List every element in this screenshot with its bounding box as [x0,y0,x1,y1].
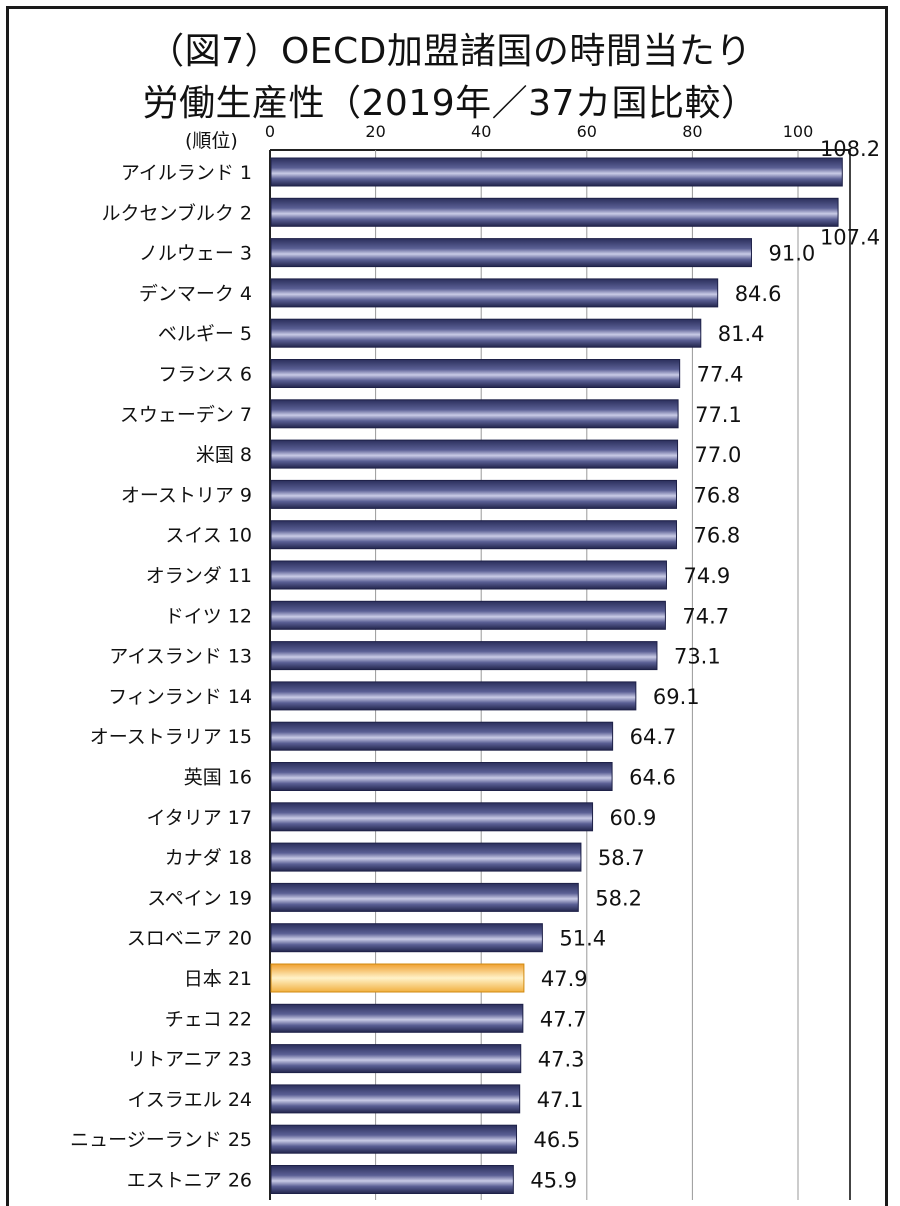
category-label: イタリア 17 [147,807,252,829]
category-label: ドイツ 12 [165,605,252,627]
category-label: アイスランド 13 [109,646,252,668]
category-label: カナダ 18 [165,847,252,869]
value-label: 58.7 [598,846,645,870]
bar [270,1165,514,1194]
category-label: ノルウェー 3 [139,243,252,265]
category-label: エストニア 26 [127,1170,252,1192]
bar [270,197,839,227]
category-label: イスラエル 24 [127,1089,252,1111]
category-label: デンマーク 4 [139,283,252,305]
value-label: 91.0 [768,242,815,266]
category-label: スペイン 19 [147,887,252,909]
category-label: スロベニア 20 [127,928,252,950]
x-tick-label: 80 [682,122,702,141]
value-label: 73.1 [674,645,721,669]
bar [270,439,679,469]
x-tick-label: 20 [365,122,385,141]
value-label: 69.1 [653,685,700,709]
x-tick-label: 0 [265,122,275,141]
value-label: 74.9 [683,564,730,588]
bar [270,963,525,993]
bar [270,600,666,630]
category-label: 日本 21 [184,968,252,990]
bar [270,238,752,268]
bar [270,560,667,590]
value-label: 45.9 [530,1169,577,1193]
bar [270,479,678,509]
value-label: 81.4 [718,322,765,346]
bar [270,278,719,308]
bar [270,641,658,671]
category-label: オーストラリア 15 [90,726,252,748]
value-label: 84.6 [735,282,782,306]
x-tick-label: 40 [471,122,491,141]
value-label: 47.9 [541,967,588,991]
bar [270,802,594,832]
value-label: 76.8 [694,524,741,548]
category-label: ベルギー 5 [158,323,252,345]
category-label: ルクセンブルク 2 [101,201,252,224]
value-label: 76.8 [694,483,741,507]
bar [270,923,543,953]
bar [270,520,678,550]
rank-header: (順位) [185,130,238,152]
value-label: 77.4 [697,363,744,387]
bar [270,1044,522,1074]
category-label: チェコ 22 [165,1008,252,1030]
value-label: 64.6 [629,766,676,790]
bar [270,1124,518,1154]
value-label: 58.2 [595,886,642,910]
x-tick-label: 60 [577,122,597,141]
value-label: 46.5 [534,1128,581,1152]
chart-frame [6,6,888,1206]
bar [270,681,637,711]
bar [270,157,843,187]
value-label: 74.7 [682,604,729,628]
bar [270,721,614,751]
value-label: 51.4 [559,927,606,951]
chart-title-line2: 労働生産性（2019年／37カ国比較） [142,83,758,124]
bar [270,359,681,388]
category-label: フランス 6 [158,364,252,386]
category-label: フィンランド 14 [108,686,252,708]
bar [270,882,579,912]
bar [270,842,582,872]
bar [270,399,679,429]
category-label: オランダ 11 [146,565,252,587]
category-label: リトアニア 23 [127,1049,252,1071]
category-label: スイス 10 [165,525,252,547]
value-label: 108.2 [820,137,880,161]
category-label: オーストリア 9 [121,484,252,506]
x-tick-label: 100 [783,122,814,141]
bar [270,318,702,348]
chart-title-line1: （図7）OECD加盟諸国の時間当たり [148,31,752,72]
category-label: スウェーデン 7 [120,404,252,426]
value-label: 64.7 [630,725,677,749]
category-label: 英国 16 [184,767,252,789]
value-label: 60.9 [610,806,657,830]
bar [270,1084,521,1114]
value-label: 47.3 [538,1048,585,1072]
category-label: ニュージーランド 25 [70,1129,252,1151]
category-label: アイルランド 1 [121,162,252,184]
value-label: 77.0 [695,443,742,467]
category-label: 米国 8 [196,444,252,466]
value-label: 77.1 [695,403,742,427]
bar [270,762,613,791]
bar [270,1003,524,1033]
value-label: 107.4 [820,225,880,249]
value-label: 47.7 [540,1007,587,1031]
value-label: 47.1 [537,1088,584,1112]
